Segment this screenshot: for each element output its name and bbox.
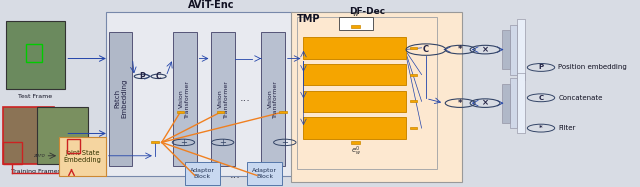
- Text: Adaptor
Block: Adaptor Block: [252, 168, 277, 179]
- Text: zero: zero: [33, 153, 45, 158]
- Text: Joint State
Embedding: Joint State Embedding: [63, 150, 101, 163]
- Text: ZSA+ZCA+FFN: ZSA+ZCA+FFN: [323, 43, 387, 52]
- Bar: [151, 141, 159, 143]
- FancyBboxPatch shape: [3, 107, 54, 164]
- Text: ...: ...: [230, 170, 241, 180]
- Bar: [410, 47, 417, 49]
- Text: Position embedding: Position embedding: [559, 65, 627, 70]
- FancyBboxPatch shape: [291, 12, 462, 182]
- Text: AViT-Enc: AViT-Enc: [188, 0, 235, 10]
- Text: Training Frames: Training Frames: [10, 169, 60, 174]
- Text: +: +: [282, 138, 288, 147]
- Bar: [410, 100, 417, 102]
- FancyBboxPatch shape: [211, 32, 235, 165]
- Text: ×: ×: [481, 45, 488, 54]
- Bar: [351, 25, 360, 28]
- Bar: [217, 111, 225, 113]
- FancyBboxPatch shape: [6, 21, 65, 89]
- Text: Adaptor
Block: Adaptor Block: [190, 168, 215, 179]
- Text: C: C: [538, 95, 543, 101]
- Text: +: +: [180, 138, 187, 147]
- FancyBboxPatch shape: [517, 73, 525, 134]
- Text: P: P: [538, 65, 543, 70]
- FancyBboxPatch shape: [517, 19, 525, 80]
- FancyBboxPatch shape: [303, 91, 406, 112]
- Text: $e_w^0$: $e_w^0$: [351, 145, 361, 158]
- FancyBboxPatch shape: [510, 25, 517, 75]
- Text: P: P: [139, 72, 145, 81]
- Bar: [177, 111, 184, 113]
- Text: TMP: TMP: [297, 14, 321, 24]
- FancyBboxPatch shape: [261, 32, 285, 165]
- FancyBboxPatch shape: [339, 17, 373, 30]
- Text: Filter: Filter: [559, 125, 576, 131]
- Text: C: C: [156, 72, 161, 81]
- Text: C: C: [423, 45, 429, 54]
- Text: *: *: [458, 45, 463, 54]
- FancyBboxPatch shape: [59, 137, 106, 176]
- FancyBboxPatch shape: [106, 12, 292, 176]
- FancyBboxPatch shape: [502, 84, 510, 123]
- Bar: [279, 111, 287, 113]
- FancyBboxPatch shape: [502, 30, 510, 69]
- Text: ...: ...: [240, 93, 251, 103]
- FancyBboxPatch shape: [248, 162, 282, 185]
- FancyBboxPatch shape: [303, 37, 406, 59]
- FancyBboxPatch shape: [173, 32, 196, 165]
- FancyBboxPatch shape: [186, 162, 220, 185]
- Text: Vision
Transformer: Vision Transformer: [268, 80, 278, 118]
- FancyBboxPatch shape: [303, 117, 406, 139]
- Bar: [351, 141, 360, 144]
- Text: FC: FC: [351, 19, 361, 28]
- Text: ZSA+ZCA+FFN: ZSA+ZCA+FFN: [323, 124, 387, 133]
- FancyBboxPatch shape: [297, 17, 437, 169]
- FancyBboxPatch shape: [109, 32, 132, 165]
- FancyBboxPatch shape: [510, 78, 517, 128]
- Text: DF-Dec: DF-Dec: [349, 7, 385, 16]
- Text: Vision
Transformer: Vision Transformer: [218, 80, 228, 118]
- Text: ×: ×: [481, 99, 488, 108]
- Text: *: *: [539, 125, 543, 131]
- FancyBboxPatch shape: [37, 107, 88, 164]
- FancyBboxPatch shape: [303, 64, 406, 85]
- Text: Vision
Transformer: Vision Transformer: [179, 80, 190, 118]
- Text: +: +: [219, 138, 226, 147]
- Text: ZSA+ZCA+FFN: ZSA+ZCA+FFN: [323, 70, 387, 79]
- Text: Patch
Embedding: Patch Embedding: [114, 79, 127, 118]
- Text: w: w: [353, 11, 358, 17]
- Text: *: *: [458, 99, 463, 108]
- Text: Test Frame: Test Frame: [19, 94, 52, 99]
- Bar: [410, 127, 417, 129]
- Bar: [410, 73, 417, 76]
- Text: ZSA+ZCA+FFN: ZSA+ZCA+FFN: [323, 97, 387, 106]
- Text: Concatenate: Concatenate: [559, 95, 603, 101]
